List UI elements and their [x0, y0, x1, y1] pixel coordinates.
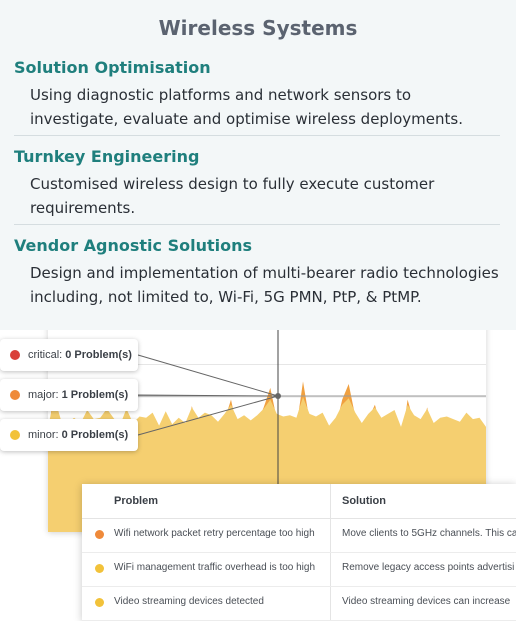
- severity-label: minor:: [28, 429, 59, 441]
- table-row[interactable]: Video streaming devices detected Video s…: [82, 586, 516, 621]
- critical-dot-icon: [10, 350, 20, 360]
- section-divider: [14, 224, 500, 225]
- table-header: Problem Solution: [82, 484, 516, 519]
- problem-count: 1 Problem(s): [61, 389, 129, 401]
- severity-dot-icon: [95, 564, 104, 573]
- solution-text: Remove legacy access points advertisi: [342, 562, 515, 573]
- problem-count: 0 Problem(s): [61, 429, 129, 441]
- problem-text: Video streaming devices detected: [114, 596, 264, 607]
- section-description: Customised wireless design to fully exec…: [30, 175, 435, 217]
- column-header-problem: Problem: [114, 495, 159, 507]
- section-description: Design and implementation of multi-beare…: [30, 264, 499, 306]
- card-title: Wireless Systems: [158, 16, 358, 40]
- severity-label: major:: [28, 389, 59, 401]
- table-row[interactable]: WiFi management traffic overhead is too …: [82, 552, 516, 587]
- chart-focus-point: [275, 393, 281, 399]
- column-header-solution: Solution: [342, 495, 386, 507]
- problem-count: 0 Problem(s): [65, 349, 132, 361]
- section-title: Turnkey Engineering: [14, 147, 200, 166]
- problem-text: Wifi network packet retry percentage too…: [114, 528, 315, 539]
- problem-table: Problem Solution Wifi network packet ret…: [82, 484, 516, 621]
- severity-dot-icon: [95, 598, 104, 607]
- major-dot-icon: [10, 390, 20, 400]
- section-title: Solution Optimisation: [14, 58, 211, 77]
- section-title: Vendor Agnostic Solutions: [14, 236, 253, 255]
- solution-text: Move clients to 5GHz channels. This ca: [342, 528, 516, 539]
- section-solution-optimisation: Solution Optimisation Using diagnostic p…: [14, 58, 500, 131]
- section-divider: [14, 135, 500, 136]
- minor-problems-pill[interactable]: minor: 0 Problem(s): [0, 419, 138, 451]
- critical-problems-pill[interactable]: critical: 0 Problem(s): [0, 339, 138, 371]
- section-turnkey-engineering: Turnkey Engineering Customised wireless …: [14, 147, 500, 220]
- section-vendor-agnostic: Vendor Agnostic Solutions Design and imp…: [14, 236, 500, 309]
- severity-label: critical:: [28, 349, 63, 361]
- solution-text: Video streaming devices can increase: [342, 596, 511, 607]
- wireless-systems-card: Wireless Systems Solution Optimisation U…: [0, 0, 516, 330]
- section-description: Using diagnostic platforms and network s…: [30, 86, 463, 128]
- minor-dot-icon: [10, 430, 20, 440]
- severity-dot-icon: [95, 530, 104, 539]
- problem-text: WiFi management traffic overhead is too …: [114, 562, 316, 573]
- major-problems-pill[interactable]: major: 1 Problem(s): [0, 379, 138, 411]
- table-row[interactable]: Wifi network packet retry percentage too…: [82, 518, 516, 553]
